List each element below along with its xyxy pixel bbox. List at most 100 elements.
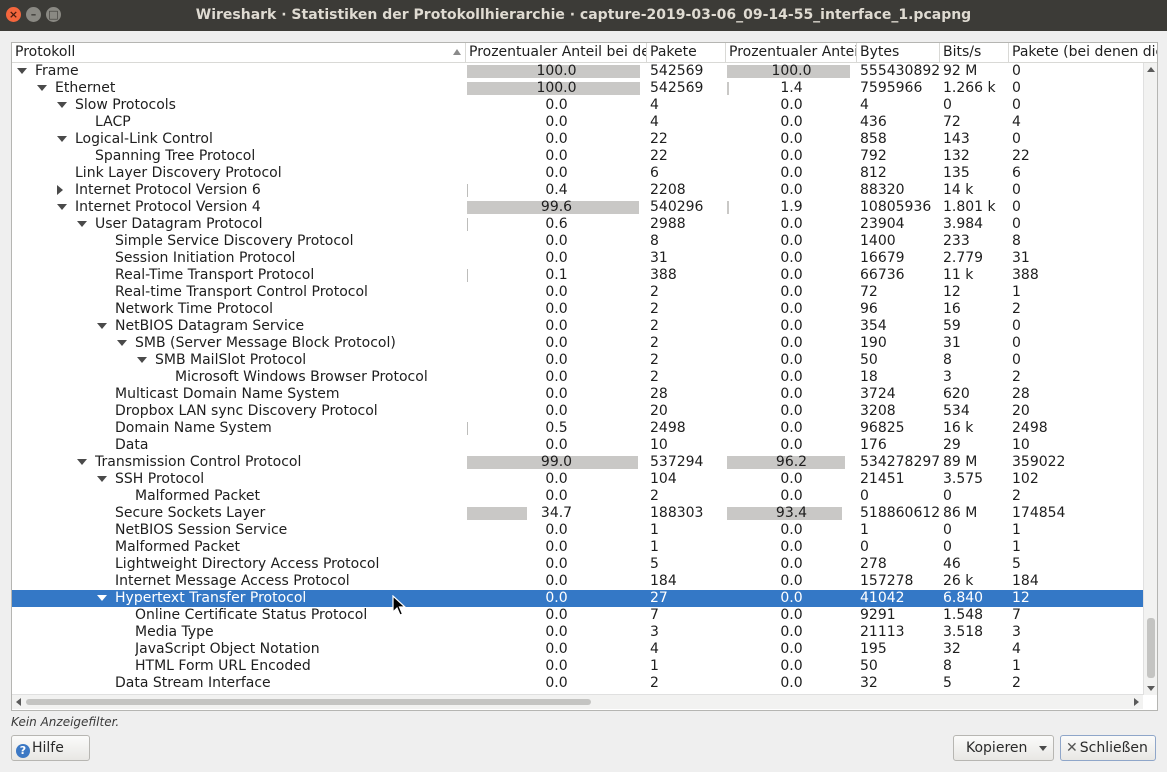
bytes-cell: 23904 — [860, 216, 905, 232]
packets-cell: 2 — [650, 352, 659, 368]
expanded-arrow-icon[interactable] — [57, 136, 67, 142]
expanded-arrow-icon[interactable] — [137, 357, 147, 363]
tree-row[interactable]: Microsoft Windows Browser Protocol 0.0 2 0.… — [12, 369, 1143, 386]
scroll-up-icon[interactable] — [1147, 67, 1155, 72]
percent-packets-cell: 0.0 — [466, 522, 647, 539]
tree-row[interactable]: Online Certificate Status Protocol 0.0 7 0.… — [12, 607, 1143, 624]
bytes-cell: 858 — [860, 131, 887, 147]
tree-row[interactable]: Logical-Link Control 0.0 22 0.0 858 143 0 — [12, 131, 1143, 148]
column-header-percent-packets[interactable]: Prozentualer Anteil bei den Paketen — [466, 43, 647, 62]
column-header-row: Protokoll Prozentualer Anteil bei den Pa… — [12, 43, 1157, 63]
expanded-arrow-icon[interactable] — [97, 476, 107, 482]
expanded-arrow-icon[interactable] — [97, 595, 107, 601]
tree-row[interactable]: NetBIOS Session Service 0.0 1 0.0 1 0 1 — [12, 522, 1143, 539]
tree-row[interactable]: Internet Protocol Version 6 0.4 2208 0.0 883… — [12, 182, 1143, 199]
protocol-name: Real-Time Transport Protocol — [115, 267, 315, 283]
tree-row[interactable]: Internet Protocol Version 4 99.6 540296 1.9… — [12, 199, 1143, 216]
tree-row[interactable]: Spanning Tree Protocol 0.0 22 0.0 792 132 22 — [12, 148, 1143, 165]
tree-row[interactable]: LACP 0.0 4 0.0 436 72 4 — [12, 114, 1143, 131]
tree-row[interactable]: Transmission Control Protocol 99.0 537294 9… — [12, 454, 1143, 471]
copy-button[interactable]: Kopieren — [953, 735, 1054, 761]
percent-value: 100.0 — [536, 80, 577, 96]
tree-row[interactable]: Domain Name System 0.5 2498 0.0 96825 16 k 249… — [12, 420, 1143, 437]
column-header-bytes[interactable]: Bytes — [857, 43, 940, 62]
protocol-name: SMB MailSlot Protocol — [155, 352, 307, 368]
protocol-hierarchy-tree[interactable]: Protokoll Prozentualer Anteil bei den Pa… — [11, 42, 1158, 711]
percent-value: 0.0 — [780, 573, 803, 589]
scroll-right-icon[interactable] — [1134, 698, 1139, 706]
tree-row[interactable]: Lightweight Directory Access Protocol 0.0… — [12, 556, 1143, 573]
end-packets-cell: 1 — [1012, 522, 1021, 538]
end-packets-cell: 0 — [1012, 335, 1021, 351]
tree-row[interactable]: Dropbox LAN sync Discovery Protocol 0.0 20… — [12, 403, 1143, 420]
expanded-arrow-icon[interactable] — [57, 204, 67, 210]
tree-row[interactable]: Ethernet 100.0 542569 1.4 7595966 1.266 k 0 — [12, 80, 1143, 97]
tree-row[interactable]: Data Stream Interface 0.0 2 0.0 32 5 2 — [12, 675, 1143, 692]
percent-value: 0.0 — [780, 386, 803, 402]
protocol-name: Domain Name System — [115, 420, 272, 436]
tree-row[interactable]: Secure Sockets Layer 34.7 188303 93.4 518860… — [12, 505, 1143, 522]
tree-row[interactable]: NetBIOS Datagram Service 0.0 2 0.0 354 59 0 — [12, 318, 1143, 335]
tree-row[interactable]: Network Time Protocol 0.0 2 0.0 96 16 2 — [12, 301, 1143, 318]
expanded-arrow-icon[interactable] — [57, 102, 67, 108]
bytes-cell: 96825 — [860, 420, 905, 436]
scroll-down-icon[interactable] — [1147, 686, 1155, 691]
protocol-name: Media Type — [135, 624, 214, 640]
window-maximize-icon[interactable]: □ — [46, 7, 61, 22]
expanded-arrow-icon[interactable] — [77, 459, 87, 465]
scroll-left-icon[interactable] — [16, 698, 21, 706]
expanded-arrow-icon[interactable] — [117, 340, 127, 346]
tree-row[interactable]: JavaScript Object Notation 0.0 4 0.0 195 32 4 — [12, 641, 1143, 658]
tree-row[interactable]: Malformed Packet 0.0 2 0.0 0 0 2 — [12, 488, 1143, 505]
tree-row[interactable]: HTML Form URL Encoded 0.0 1 0.0 50 8 1 — [12, 658, 1143, 675]
title-bar: × – □ Wireshark · Statistiken der Protok… — [0, 0, 1167, 31]
column-header-bits-per-second[interactable]: Bits/s — [940, 43, 1009, 62]
tree-row[interactable]: Real-time Transport Control Protocol 0.0 2… — [12, 284, 1143, 301]
tree-row[interactable]: Real-Time Transport Protocol 0.1 388 0.0 667… — [12, 267, 1143, 284]
tree-row[interactable]: Data 0.0 10 0.0 176 29 10 — [12, 437, 1143, 454]
tree-row[interactable]: Slow Protocols 0.0 4 0.0 4 0 0 — [12, 97, 1143, 114]
expanded-arrow-icon[interactable] — [97, 323, 107, 329]
tree-row[interactable]: Link Layer Discovery Protocol 0.0 6 0.0 812 1… — [12, 165, 1143, 182]
column-header-protocol[interactable]: Protokoll — [12, 43, 466, 62]
window-minimize-icon[interactable]: – — [26, 7, 41, 22]
tree-row[interactable]: SMB MailSlot Protocol 0.0 2 0.0 50 8 0 — [12, 352, 1143, 369]
chevron-down-icon[interactable] — [1039, 746, 1047, 751]
tree-row[interactable]: Internet Message Access Protocol 0.0 184 0.… — [12, 573, 1143, 590]
expanded-arrow-icon[interactable] — [77, 221, 87, 227]
percent-bytes-cell: 0.0 — [726, 471, 857, 488]
percent-value: 0.0 — [545, 437, 568, 453]
tree-row[interactable]: Simple Service Discovery Protocol 0.0 8 0.0… — [12, 233, 1143, 250]
column-header-end-packets[interactable]: Pakete (bei denen dieses Protokoll das l… — [1012, 44, 1157, 60]
tree-row[interactable]: SSH Protocol 0.0 104 0.0 21451 3.575 102 — [12, 471, 1143, 488]
percent-value: 0.0 — [545, 488, 568, 504]
vertical-scroll-thumb[interactable] — [1147, 618, 1155, 678]
window-close-icon[interactable]: × — [6, 7, 21, 22]
percent-value: 99.0 — [540, 454, 573, 470]
help-button[interactable]: ? Hilfe — [11, 735, 90, 761]
vertical-scrollbar[interactable] — [1143, 63, 1157, 695]
tree-row[interactable]: Malformed Packet 0.0 1 0.0 0 0 1 — [12, 539, 1143, 556]
tree-row[interactable]: SMB (Server Message Block Protocol) 0.0 2 0… — [12, 335, 1143, 352]
column-header-percent-bytes[interactable]: Prozentualer Anteil bei den Bytes — [726, 43, 857, 62]
percent-packets-cell: 0.0 — [466, 233, 647, 250]
tree-row[interactable]: Multicast Domain Name System 0.0 28 0.0 3724… — [12, 386, 1143, 403]
close-button[interactable]: ✕ Schließen — [1060, 735, 1156, 761]
horizontal-scrollbar[interactable] — [12, 694, 1143, 709]
bytes-cell: 50 — [860, 352, 878, 368]
percent-bar — [467, 269, 468, 282]
tree-row[interactable]: Frame 100.0 542569 100.0 555430892 92 M 0 — [12, 63, 1143, 80]
tree-row[interactable]: Session Initiation Protocol 0.0 31 0.0 16679… — [12, 250, 1143, 267]
percent-bytes-cell: 0.0 — [726, 539, 857, 556]
tree-row[interactable]: Hypertext Transfer Protocol 0.0 27 0.0 41042… — [12, 590, 1143, 607]
column-header-packets[interactable]: Pakete — [647, 43, 726, 62]
horizontal-scroll-thumb[interactable] — [26, 699, 591, 705]
percent-value: 0.0 — [780, 233, 803, 249]
expanded-arrow-icon[interactable] — [17, 68, 27, 74]
tree-row[interactable]: User Datagram Protocol 0.6 2988 0.0 23904 3.9… — [12, 216, 1143, 233]
percent-packets-cell: 0.0 — [466, 573, 647, 590]
collapsed-arrow-icon[interactable] — [57, 185, 63, 195]
bytes-cell: 1400 — [860, 233, 896, 249]
tree-row[interactable]: Media Type 0.0 3 0.0 21113 3.518 3 — [12, 624, 1143, 641]
expanded-arrow-icon[interactable] — [37, 85, 47, 91]
